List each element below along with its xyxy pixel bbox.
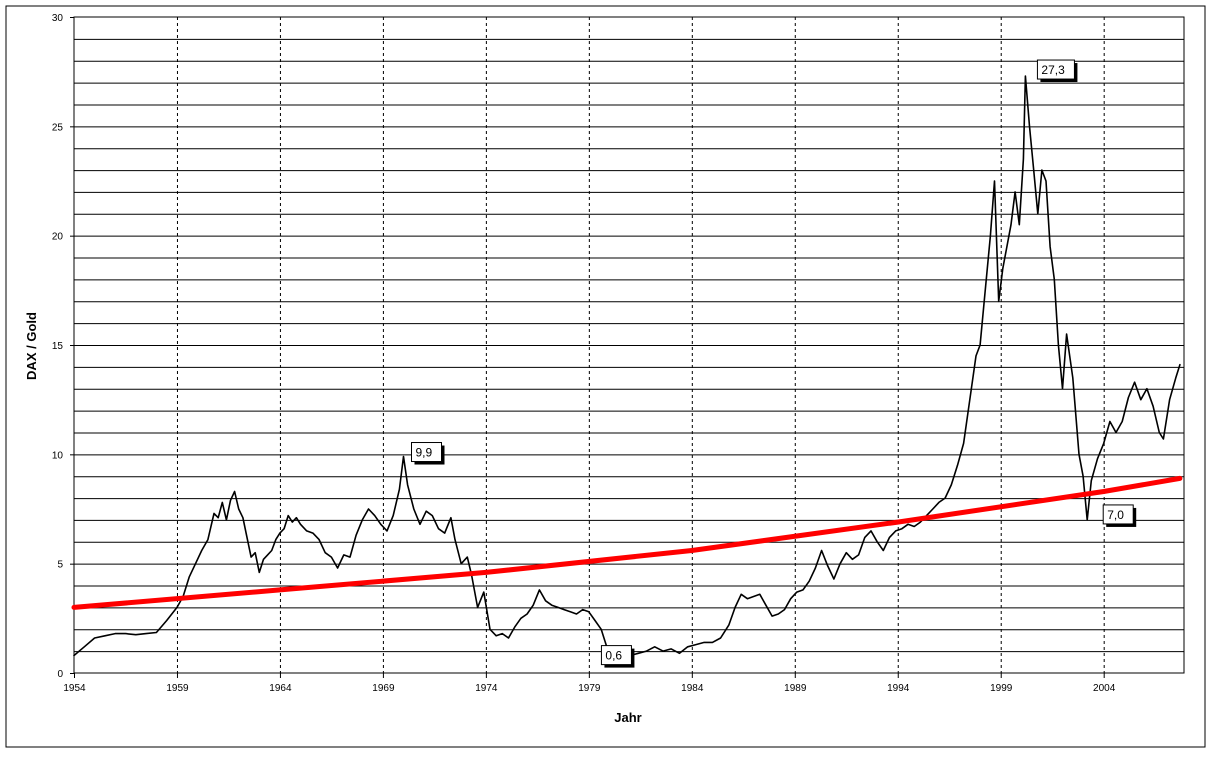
y-tick-label: 15 (52, 341, 64, 352)
x-tick-label: 1964 (269, 683, 292, 694)
annotation-box (410, 442, 442, 463)
y-tick-label: 20 (52, 232, 64, 243)
y-tick-label: 10 (52, 450, 64, 461)
annotation-label: 7,0 (1107, 508, 1124, 522)
x-tick-label: 1974 (475, 683, 498, 694)
annotation-label: 9,9 (415, 446, 432, 460)
axes: 1954 1959 1964 1969 1974 1979 1984 1989 1994 1999… (52, 13, 1116, 694)
y-tick-label: 5 (57, 560, 63, 571)
x-tick-label: 1989 (784, 683, 807, 694)
x-tick-label: 1999 (990, 683, 1013, 694)
x-tick-label: 1969 (372, 683, 395, 694)
x-tick-label: 2004 (1093, 683, 1116, 694)
ratio-series-line (73, 75, 1181, 658)
annotation-label: 27,3 (1041, 63, 1065, 77)
x-tick-label: 1979 (578, 683, 601, 694)
annotation-box (1036, 59, 1075, 80)
annotation-box (600, 645, 632, 666)
annotations: 9,9 0,6 27,3 7,0 (410, 59, 1137, 668)
series-group (71, 75, 1183, 658)
x-tick-label: 1994 (887, 683, 910, 694)
grid (74, 17, 1184, 673)
x-axis-title: Jahr (614, 710, 641, 725)
x-tick-label: 1959 (166, 683, 189, 694)
y-axis-title: DAX / Gold (24, 312, 39, 380)
y-tick-label: 0 (57, 669, 63, 680)
y-tick-label: 30 (52, 13, 64, 24)
annotation-label: 0,6 (605, 649, 622, 663)
x-tick-label: 1984 (681, 683, 704, 694)
annotation-box (1102, 504, 1134, 525)
y-tick-label: 25 (52, 122, 64, 133)
figure-border (5, 5, 1206, 748)
trend-series-line (71, 475, 1183, 610)
x-tick-label: 1954 (63, 683, 86, 694)
